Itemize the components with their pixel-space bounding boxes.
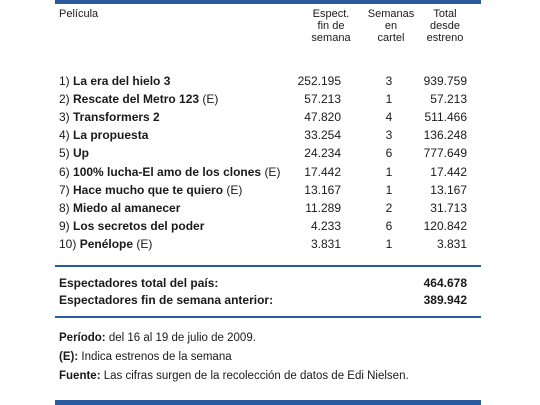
table-row: 8) Miedo al amanecer 11.289 2 31.713 bbox=[55, 201, 481, 215]
row-title: 10) Penélope (E) bbox=[59, 237, 152, 251]
row-rank: 7) bbox=[59, 182, 70, 197]
row-rank: 9) bbox=[59, 218, 70, 233]
row-movie-title: Up bbox=[73, 146, 90, 161]
row-total: 120.842 bbox=[423, 218, 467, 233]
table-row: 5) Up 24.234 6 777.649 bbox=[55, 146, 481, 160]
header-espect: Espect. fin de semana bbox=[311, 8, 351, 44]
row-semanas: 3 bbox=[385, 128, 393, 143]
row-title: 1) La era del hielo 3 bbox=[59, 74, 170, 88]
row-espect: 33.254 bbox=[304, 128, 341, 143]
row-total: 13.167 bbox=[430, 182, 467, 197]
row-espect: 47.820 bbox=[304, 110, 341, 125]
table-row: 9) Los secretos del poder 4.233 6 120.842 bbox=[55, 219, 481, 233]
table-row: 4) La propuesta 33.254 3 136.248 bbox=[55, 128, 481, 142]
row-rank: 3) bbox=[59, 110, 70, 125]
top-rule bbox=[55, 0, 481, 4]
separator-notes bbox=[55, 316, 481, 318]
row-movie-title: 100% lucha-El amo de los clones bbox=[73, 164, 262, 179]
row-estreno-tag: (E) bbox=[136, 236, 153, 251]
row-movie-title: Transformers 2 bbox=[73, 110, 160, 125]
row-total: 3.831 bbox=[436, 236, 467, 251]
row-total: 31.713 bbox=[430, 200, 467, 215]
row-title: 2) Rescate del Metro 123 (E) bbox=[59, 92, 218, 106]
row-rank: 1) bbox=[59, 74, 70, 88]
box-office-table: Película Espect. fin de semana Semanas e… bbox=[55, 0, 481, 405]
row-movie-title: Penélope bbox=[79, 236, 134, 251]
row-semanas: 3 bbox=[385, 74, 393, 88]
table-row: 7) Hace mucho que te quiero (E) 13.167 1 13… bbox=[55, 183, 481, 197]
row-movie-title: Miedo al amanecer bbox=[73, 200, 181, 215]
row-semanas: 4 bbox=[385, 110, 393, 125]
row-semanas: 6 bbox=[385, 146, 393, 161]
row-semanas: 6 bbox=[385, 218, 393, 233]
row-title: 4) La propuesta bbox=[59, 128, 148, 142]
row-rank: 10) bbox=[59, 236, 77, 251]
note-fuente: Fuente: Las cifras surgen de la recolecc… bbox=[59, 370, 409, 382]
row-movie-title: Rescate del Metro 123 bbox=[73, 92, 200, 107]
row-estreno-tag: (E) bbox=[226, 182, 243, 197]
row-movie-title: Hace mucho que te quiero bbox=[73, 182, 224, 197]
row-semanas: 2 bbox=[385, 200, 393, 215]
summary-prev-label: Espectadores fin de semana anterior: bbox=[59, 293, 274, 307]
row-semanas: 1 bbox=[385, 164, 393, 179]
row-title: 7) Hace mucho que te quiero (E) bbox=[59, 183, 242, 197]
row-espect: 4.233 bbox=[310, 218, 341, 233]
row-total: 939.759 bbox=[423, 74, 467, 88]
row-movie-title: La era del hielo 3 bbox=[73, 74, 171, 88]
note-periodo: Período: del 16 al 19 de julio de 2009. bbox=[59, 332, 256, 344]
table-row: 2) Rescate del Metro 123 (E) 57.213 1 57.21… bbox=[55, 92, 481, 106]
row-total: 136.248 bbox=[423, 128, 467, 143]
row-espect: 252.195 bbox=[297, 74, 341, 88]
row-espect: 3.831 bbox=[310, 236, 341, 251]
note-estreno: (E): Indica estrenos de la semana bbox=[59, 351, 232, 363]
row-estreno-tag: (E) bbox=[202, 92, 219, 107]
row-rank: 2) bbox=[59, 92, 70, 107]
row-rank: 8) bbox=[59, 200, 70, 215]
row-espect: 24.234 bbox=[304, 146, 341, 161]
row-espect: 11.289 bbox=[305, 200, 341, 215]
row-rank: 5) bbox=[59, 146, 70, 161]
row-semanas: 1 bbox=[385, 92, 393, 107]
table-row: 10) Penélope (E) 3.831 1 3.831 bbox=[55, 237, 481, 251]
row-title: 6) 100% lucha-El amo de los clones (E) bbox=[59, 165, 280, 179]
summary-prev-value: 389.942 bbox=[423, 293, 467, 307]
row-title: 5) Up bbox=[59, 146, 89, 160]
row-estreno-tag: (E) bbox=[264, 164, 281, 179]
row-title: 9) Los secretos del poder bbox=[59, 219, 204, 233]
table-row: 1) La era del hielo 3 252.195 3 939.759 bbox=[55, 74, 481, 88]
row-title: 8) Miedo al amanecer bbox=[59, 201, 180, 215]
header-pelicula: Película bbox=[59, 8, 99, 20]
row-title: 3) Transformers 2 bbox=[59, 110, 160, 124]
row-rank: 4) bbox=[59, 128, 70, 143]
row-total: 511.466 bbox=[424, 110, 468, 125]
bottom-rule bbox=[55, 400, 481, 405]
header-semanas: Semanas en cartel bbox=[367, 8, 415, 44]
row-rank: 6) bbox=[59, 164, 70, 179]
header-total: Total desde estreno bbox=[426, 8, 464, 44]
row-movie-title: La propuesta bbox=[73, 128, 149, 143]
row-total: 777.649 bbox=[423, 146, 467, 161]
summary-total-label: Espectadores total del país: bbox=[59, 276, 219, 290]
row-espect: 13.167 bbox=[304, 182, 341, 197]
summary-total-value: 464.678 bbox=[423, 276, 467, 290]
table-row: 3) Transformers 2 47.820 4 511.466 bbox=[55, 110, 481, 124]
table-row: 6) 100% lucha-El amo de los clones (E) 17… bbox=[55, 165, 481, 179]
row-espect: 57.213 bbox=[304, 92, 341, 107]
row-espect: 17.442 bbox=[304, 164, 341, 179]
row-semanas: 1 bbox=[385, 182, 393, 197]
row-semanas: 1 bbox=[385, 236, 393, 251]
separator-summary bbox=[55, 265, 481, 267]
row-total: 17.442 bbox=[430, 164, 467, 179]
row-movie-title: Los secretos del poder bbox=[73, 218, 205, 233]
row-total: 57.213 bbox=[430, 92, 467, 107]
